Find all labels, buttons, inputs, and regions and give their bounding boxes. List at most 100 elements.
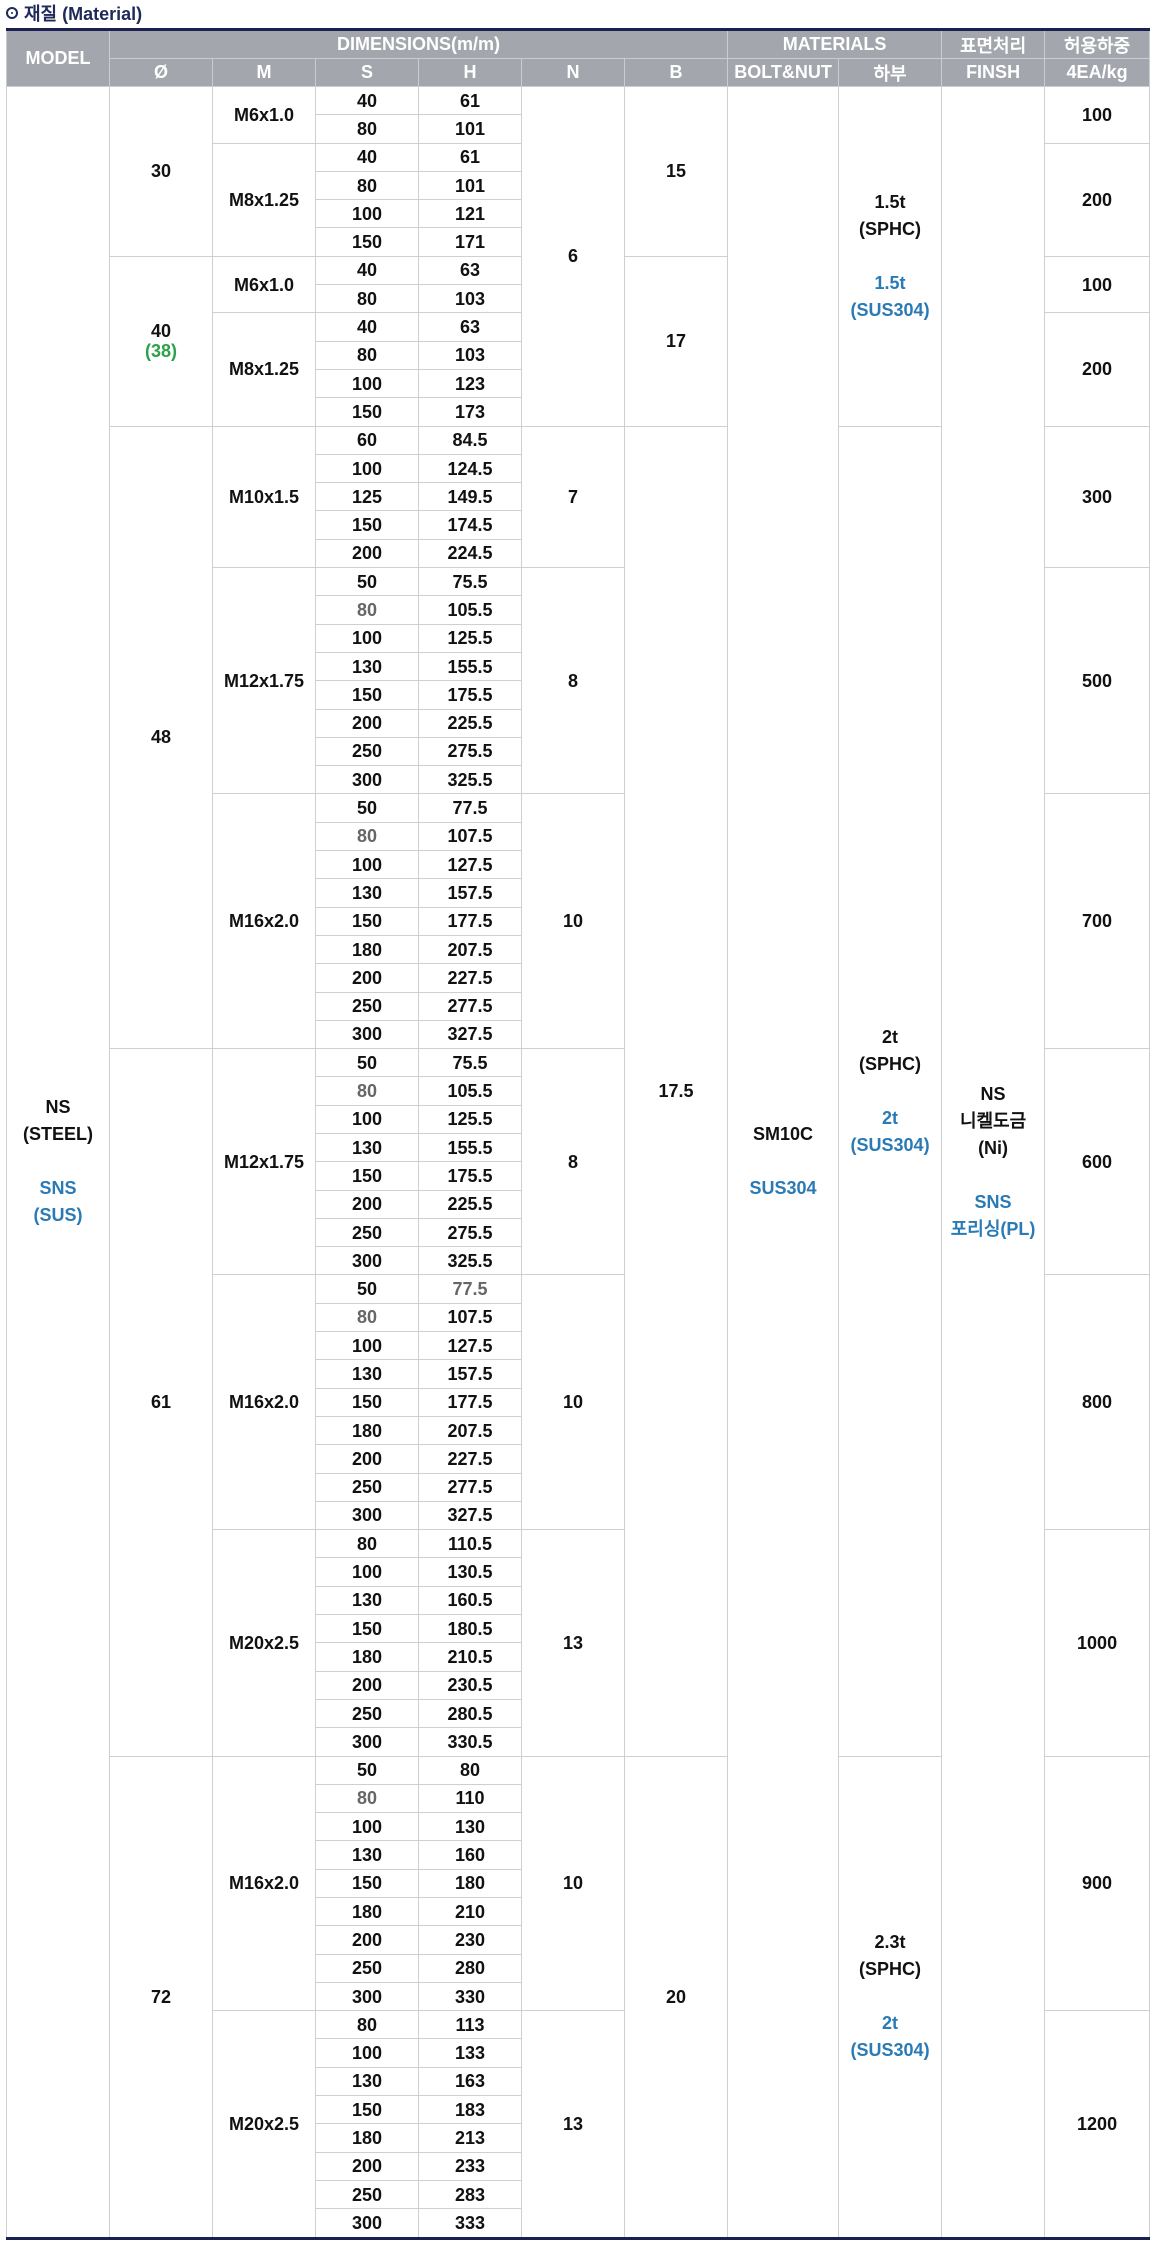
s-value: 100 (351, 373, 383, 394)
h-cell: 225.5 (418, 1189, 522, 1219)
table-row: 125 149.5 (7, 482, 1150, 512)
s-value: 130 (351, 1364, 383, 1384)
s-cell: 300 (315, 1019, 419, 1050)
h-value: 163 (454, 2071, 486, 2092)
table-row: 80 107.5 (7, 821, 1150, 852)
s-cell: 300 (315, 765, 419, 795)
lower-material-cell: 2t (SPHC) 2t (SUS304) (838, 425, 943, 1757)
s-cell: 130 (315, 878, 419, 908)
header-m: M (212, 58, 316, 87)
table-row: 48 M10x1.5 60 84.5 7 17.5 2t (SPHC) 2t (SUS304) 30… (7, 425, 1151, 1757)
s-cell: 150 (315, 906, 419, 936)
h-cell: 177.5 (418, 906, 522, 936)
load-value: 900 (1082, 1873, 1113, 1894)
lower-sus-label: (SUS304) (850, 1134, 930, 1155)
b-value: 17 (666, 331, 687, 352)
h-cell: 77.5 (418, 1274, 522, 1304)
n-value: 10 (562, 911, 584, 932)
h-value: 80 (459, 1760, 481, 1781)
h-value: 113 (455, 2014, 485, 2035)
thread-size: M12x1.75 (223, 670, 305, 691)
h-cell: 84.5 (418, 425, 522, 455)
s-cell: 130 (315, 1840, 419, 1870)
table-row: 130 157.5 (7, 878, 1150, 908)
s-value: 180 (351, 939, 383, 960)
n-value: 8 (567, 670, 578, 691)
s-value: 100 (351, 854, 383, 875)
s-value: 150 (351, 515, 383, 536)
s-cell: 130 (315, 1359, 419, 1389)
h-value: 213 (454, 2128, 486, 2149)
h-cell: 227.5 (418, 963, 522, 993)
h-value: 327.5 (447, 1505, 493, 1526)
h-cell: 101 (418, 170, 522, 201)
s-value: 250 (351, 741, 383, 762)
s-value: 200 (351, 1929, 383, 1950)
s-value: 130 (351, 1845, 383, 1866)
h-cell: 180.5 (418, 1614, 522, 1644)
header-h: H (418, 58, 522, 87)
s-value: 40 (356, 90, 378, 111)
thread-size: M16x2.0 (228, 1873, 300, 1894)
s-value: 100 (351, 203, 383, 224)
n-cell: 10 (521, 793, 625, 1050)
table-row: 100 130.5 (7, 1557, 1150, 1587)
s-cell: 250 (315, 1698, 419, 1729)
h-cell: 330 (418, 1981, 522, 2012)
header-finish: FINSH (941, 58, 1046, 87)
h-cell: 210.5 (418, 1642, 522, 1672)
h-value: 210 (454, 1901, 486, 1922)
lower-sphc-label: (SPHC) (859, 1053, 922, 1074)
h-value: 110.5 (447, 1533, 493, 1554)
load-cell: 1000 (1044, 1529, 1151, 1757)
h-value: 123 (454, 373, 486, 394)
h-cell: 110 (418, 1783, 522, 1814)
s-cell: 200 (315, 1670, 419, 1700)
h-value: 125.5 (447, 628, 493, 649)
s-cell: 80 (315, 114, 419, 144)
h-value: 171 (454, 232, 486, 253)
table-row: 300 333 (7, 2208, 1150, 2239)
h-value: 61 (459, 90, 481, 111)
section-title: 재질 (Material) (6, 0, 142, 26)
table-row: 250 277.5 (7, 991, 1150, 1021)
s-cell: 100 (315, 1331, 419, 1361)
table-row: 80 101 (7, 170, 1150, 201)
s-cell: 300 (315, 1981, 419, 2012)
h-cell: 175.5 (418, 680, 522, 710)
s-value: 50 (356, 1760, 378, 1781)
diameter-value: 48 (150, 727, 172, 748)
h-cell: 275.5 (418, 736, 522, 767)
lower-sphc-thickness: 1.5t (874, 191, 906, 212)
thread-cell: M8x1.25 (212, 142, 316, 257)
h-cell: 125.5 (418, 1104, 522, 1134)
s-value: 250 (351, 2184, 383, 2205)
table-row: 150 174.5 (7, 510, 1150, 540)
s-value: 300 (351, 1505, 383, 1526)
s-cell: 180 (315, 934, 419, 965)
h-cell: 160 (418, 1840, 522, 1870)
s-cell: 125 (315, 482, 419, 512)
h-value: 155.5 (447, 1137, 493, 1158)
s-value: 300 (351, 1024, 383, 1045)
s-cell: 100 (315, 623, 419, 653)
h-cell: 105.5 (418, 595, 522, 625)
h-cell: 155.5 (418, 1132, 522, 1163)
h-value: 160.5 (447, 1590, 493, 1611)
diameter-value: 72 (150, 1986, 172, 2007)
h-cell: 75.5 (418, 1048, 522, 1078)
table-body: NS (STEEL) SNS (SUS) 30 M6x1.0 40 61 6 15 SM10C SUS… (6, 85, 1151, 2239)
s-cell: 150 (315, 397, 419, 427)
load-value: 600 (1082, 1151, 1113, 1172)
header-dia: Ø (109, 58, 213, 87)
header-n: N (521, 58, 625, 87)
table-row: 150 177.5 (7, 906, 1150, 936)
table-row: 300 327.5 (7, 1019, 1150, 1050)
s-cell: 150 (315, 1614, 419, 1644)
table-row: 250 280.5 (7, 1698, 1150, 1729)
model-steel-sub: (STEEL) (23, 1124, 93, 1145)
s-value: 50 (356, 1052, 378, 1073)
h-cell: 103 (418, 284, 522, 314)
lower-sphc-label: (SPHC) (859, 1959, 922, 1980)
h-cell: 327.5 (418, 1019, 522, 1050)
